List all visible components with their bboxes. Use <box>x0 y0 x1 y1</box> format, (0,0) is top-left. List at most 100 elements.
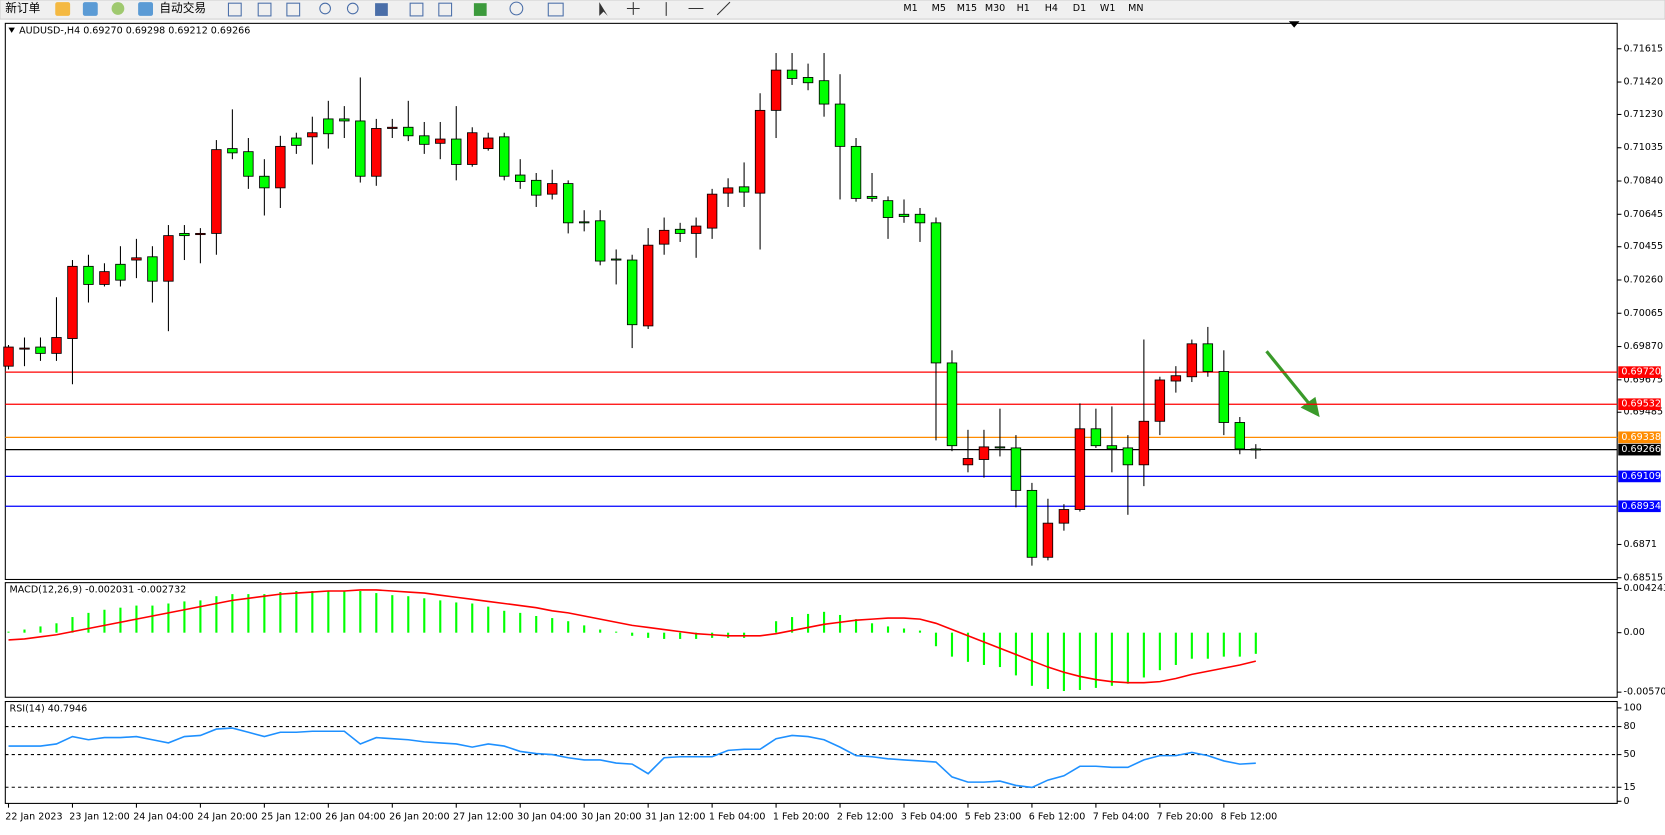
icon[interactable] <box>55 2 71 16</box>
pane-title: MACD(12,26,9) -0.002031 -0.002732 <box>10 585 187 596</box>
level-label: 0.69266 <box>1621 444 1661 455</box>
icon[interactable] <box>319 2 331 15</box>
y-tick-label: 0.00 <box>1624 627 1645 638</box>
candle-body <box>546 183 558 195</box>
level-label: 0.68934 <box>1621 501 1661 512</box>
y-tick-label: 0.69485 <box>1624 407 1664 418</box>
candle-body <box>1122 447 1134 466</box>
y-tick-label: 0.70840 <box>1624 176 1664 187</box>
level-label-bg <box>1618 398 1661 411</box>
candle-body <box>3 346 14 367</box>
timeframe-button[interactable]: M5 <box>932 3 946 14</box>
x-tick-label: 25 Jan 12:00 <box>261 812 321 823</box>
annotation-arrow <box>1265 350 1320 418</box>
y-tick-label: 100 <box>1624 702 1642 713</box>
x-tick-label: 31 Jan 12:00 <box>645 812 705 823</box>
y-tick-label: 0.004243 <box>1624 583 1665 594</box>
shift-marker <box>1288 21 1300 28</box>
icon[interactable] <box>227 2 242 17</box>
candle-body <box>850 145 862 199</box>
icon[interactable] <box>82 2 98 16</box>
x-tick-label: 26 Jan 04:00 <box>325 812 385 823</box>
candle-body <box>131 257 142 261</box>
candle-body <box>882 200 894 218</box>
candle-body <box>227 148 238 154</box>
timeframe-button[interactable]: W1 <box>1100 3 1116 14</box>
icon[interactable] <box>547 2 564 17</box>
timeframe-button[interactable]: M15 <box>957 3 977 14</box>
icon[interactable] <box>346 2 359 15</box>
auto-trading-button[interactable]: 自动交易 <box>159 1 206 15</box>
icon[interactable] <box>438 2 453 17</box>
icon[interactable] <box>257 2 272 17</box>
x-tick-label: 1 Feb 04:00 <box>709 812 766 823</box>
x-tick-label: 24 Jan 04:00 <box>133 812 193 823</box>
timeframe-button[interactable]: H1 <box>1017 3 1030 14</box>
candle-body <box>914 213 926 224</box>
icon[interactable] <box>473 3 487 16</box>
level-label: 0.69720 <box>1621 367 1661 378</box>
candle-body <box>946 362 958 447</box>
toolbar: 新订单 自动交易 <box>0 0 1665 20</box>
y-tick-label: 0.6871 <box>1624 539 1657 550</box>
candle-body <box>722 187 734 194</box>
new-order-button[interactable]: 新订单 <box>5 1 40 15</box>
candle-body <box>147 256 158 282</box>
timeframe-button[interactable]: H4 <box>1045 3 1058 14</box>
candle-body <box>163 235 174 282</box>
candle-body <box>435 138 446 144</box>
series-line <box>8 727 1256 789</box>
level-label-bg <box>1618 470 1661 483</box>
timeframe-button[interactable]: D1 <box>1073 3 1086 14</box>
icon[interactable] <box>509 1 524 16</box>
y-tick-label: 0.68515 <box>1624 572 1664 583</box>
icon[interactable] <box>409 2 424 17</box>
candle-body <box>626 259 638 326</box>
x-tick-label: 26 Jan 20:00 <box>389 812 449 823</box>
candle-body <box>1138 420 1150 466</box>
candle-body <box>115 263 126 281</box>
pane-title: AUDUSD-,H4 0.69270 0.69298 0.69212 0.692… <box>19 25 250 36</box>
y-tick-label: 0.69675 <box>1624 374 1664 385</box>
pane-title: RSI(14) 40.7946 <box>10 703 88 714</box>
macd-pane <box>4 582 1618 698</box>
candle-body <box>179 232 190 237</box>
candle-body <box>99 271 110 285</box>
level-label-bg <box>1618 443 1661 456</box>
x-tick-label: 3 Feb 04:00 <box>901 812 958 823</box>
line-icons[interactable] <box>665 1 731 16</box>
auto-trading-icon[interactable] <box>138 2 154 16</box>
x-tick-label: 1 Feb 20:00 <box>773 812 830 823</box>
timeframe-button[interactable]: M30 <box>985 3 1005 14</box>
candle-body <box>1170 375 1182 382</box>
y-tick-label: 0.70065 <box>1624 308 1664 319</box>
candle-body <box>658 229 670 245</box>
icon[interactable] <box>111 2 125 15</box>
candle-body <box>1234 422 1246 450</box>
timeframe-button[interactable]: M1 <box>903 3 917 14</box>
candle-body <box>291 137 302 146</box>
crosshair-icon[interactable] <box>626 2 640 15</box>
x-tick-label: 23 Jan 12:00 <box>69 812 129 823</box>
icon[interactable] <box>375 3 388 16</box>
y-tick-label: 0.70260 <box>1624 274 1664 285</box>
candle-body <box>1218 371 1230 423</box>
x-tick-label: 6 Feb 12:00 <box>1029 812 1086 823</box>
candle-body <box>930 222 942 364</box>
level-label-bg <box>1618 431 1661 444</box>
candle-body <box>1154 379 1166 422</box>
level-label-bg <box>1618 500 1661 513</box>
y-tick-label: 0.70645 <box>1624 209 1664 220</box>
level-label: 0.69109 <box>1621 471 1661 482</box>
candle-body <box>51 337 62 354</box>
candle-body <box>195 232 206 236</box>
y-tick-label: 0.69870 <box>1624 341 1664 352</box>
level-label: 0.69532 <box>1621 399 1661 410</box>
candle-body <box>83 265 94 285</box>
candle-body <box>610 258 622 261</box>
candle-body <box>531 179 542 196</box>
timeframe-button[interactable]: MN <box>1128 3 1143 14</box>
x-tick-label: 5 Feb 23:00 <box>965 812 1022 823</box>
candle-body <box>642 244 654 327</box>
icon[interactable] <box>286 2 301 17</box>
